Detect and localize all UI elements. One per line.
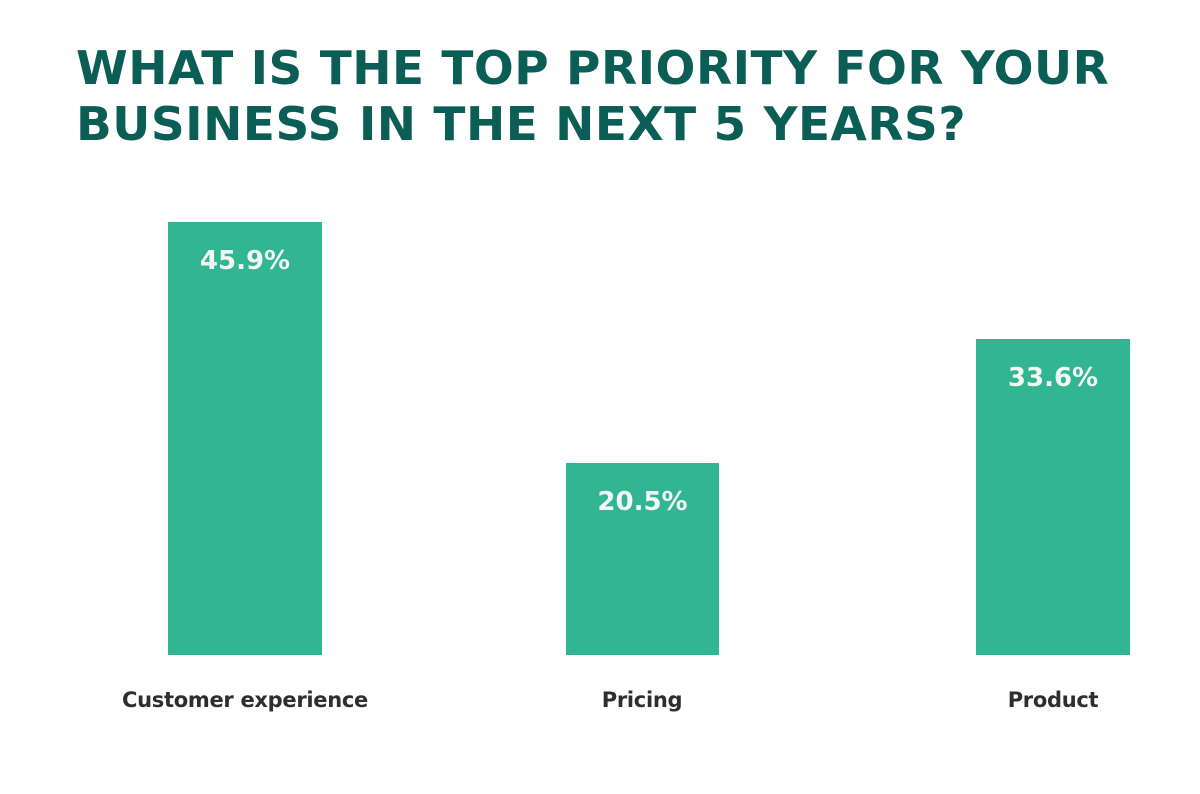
bar-customer-experience: 45.9% bbox=[168, 222, 322, 655]
category-label-product: Product bbox=[1007, 688, 1099, 712]
title-line-2: BUSINESS IN THE NEXT 5 YEARS? bbox=[76, 97, 967, 151]
bar-pricing: 20.5% bbox=[566, 463, 719, 655]
title-line-1: WHAT IS THE TOP PRIORITY FOR YOUR bbox=[76, 41, 1110, 95]
bar-value-label: 45.9% bbox=[199, 246, 291, 276]
bar-value-label: 33.6% bbox=[1007, 363, 1099, 393]
bar-value-label: 20.5% bbox=[597, 487, 688, 517]
chart-title: WHAT IS THE TOP PRIORITY FOR YOUR BUSINE… bbox=[76, 40, 1109, 152]
category-label-pricing: Pricing bbox=[601, 688, 683, 712]
category-label-customer-experience: Customer experience bbox=[122, 688, 368, 712]
bar-product: 33.6% bbox=[976, 339, 1130, 655]
